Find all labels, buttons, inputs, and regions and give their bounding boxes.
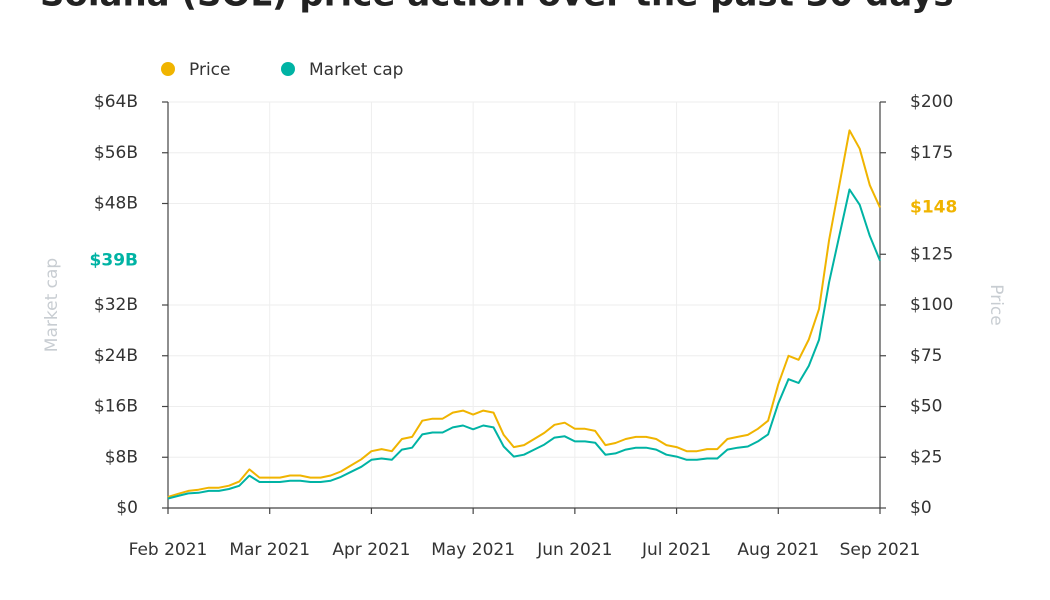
y-tick-label: $8B — [105, 447, 138, 467]
x-tick-label: Aug 2021 — [737, 540, 819, 560]
series-line — [167, 188, 881, 500]
y2-tick-label: $200 — [910, 92, 953, 112]
y2-tick-label: $50 — [910, 397, 942, 417]
x-tick-label: Jul 2021 — [641, 540, 711, 560]
legend-marker — [161, 62, 175, 76]
x-tick-label: Jun 2021 — [536, 540, 612, 560]
x-tick-label: Mar 2021 — [229, 540, 310, 560]
x-tick-label: Sep 2021 — [840, 540, 921, 560]
x-tick-label: Apr 2021 — [332, 540, 410, 560]
y-tick-label: $24B — [94, 346, 138, 366]
x-tick-label: May 2021 — [431, 540, 515, 560]
y2-tick-label: $75 — [910, 346, 942, 366]
y2-tick-label: $0 — [910, 498, 932, 518]
y-tick-label: $64B — [94, 92, 138, 112]
y2-tick-label: $175 — [910, 143, 953, 163]
legend-label: Market cap — [309, 60, 403, 80]
y-tick-label: $0 — [116, 498, 138, 518]
legend-label: Price — [189, 60, 230, 80]
end-value-label: $148 — [910, 198, 957, 218]
y-tick-label: $56B — [94, 143, 138, 163]
series-line — [167, 129, 881, 498]
y2-tick-label: $25 — [910, 447, 942, 467]
y2-axis-title: Price — [986, 284, 1006, 325]
y-axis-title: Market cap — [42, 258, 62, 352]
legend-marker — [281, 62, 295, 76]
chart-title: Solana (SOL) price action over the past … — [40, 0, 954, 15]
y-tick-label: $16B — [94, 397, 138, 417]
end-value-label: $39B — [90, 251, 138, 271]
y-tick-label: $32B — [94, 295, 138, 315]
y2-tick-label: $100 — [910, 295, 953, 315]
y-tick-label: $48B — [94, 194, 138, 214]
y2-tick-label: $125 — [910, 244, 953, 264]
x-tick-label: Feb 2021 — [129, 540, 208, 560]
